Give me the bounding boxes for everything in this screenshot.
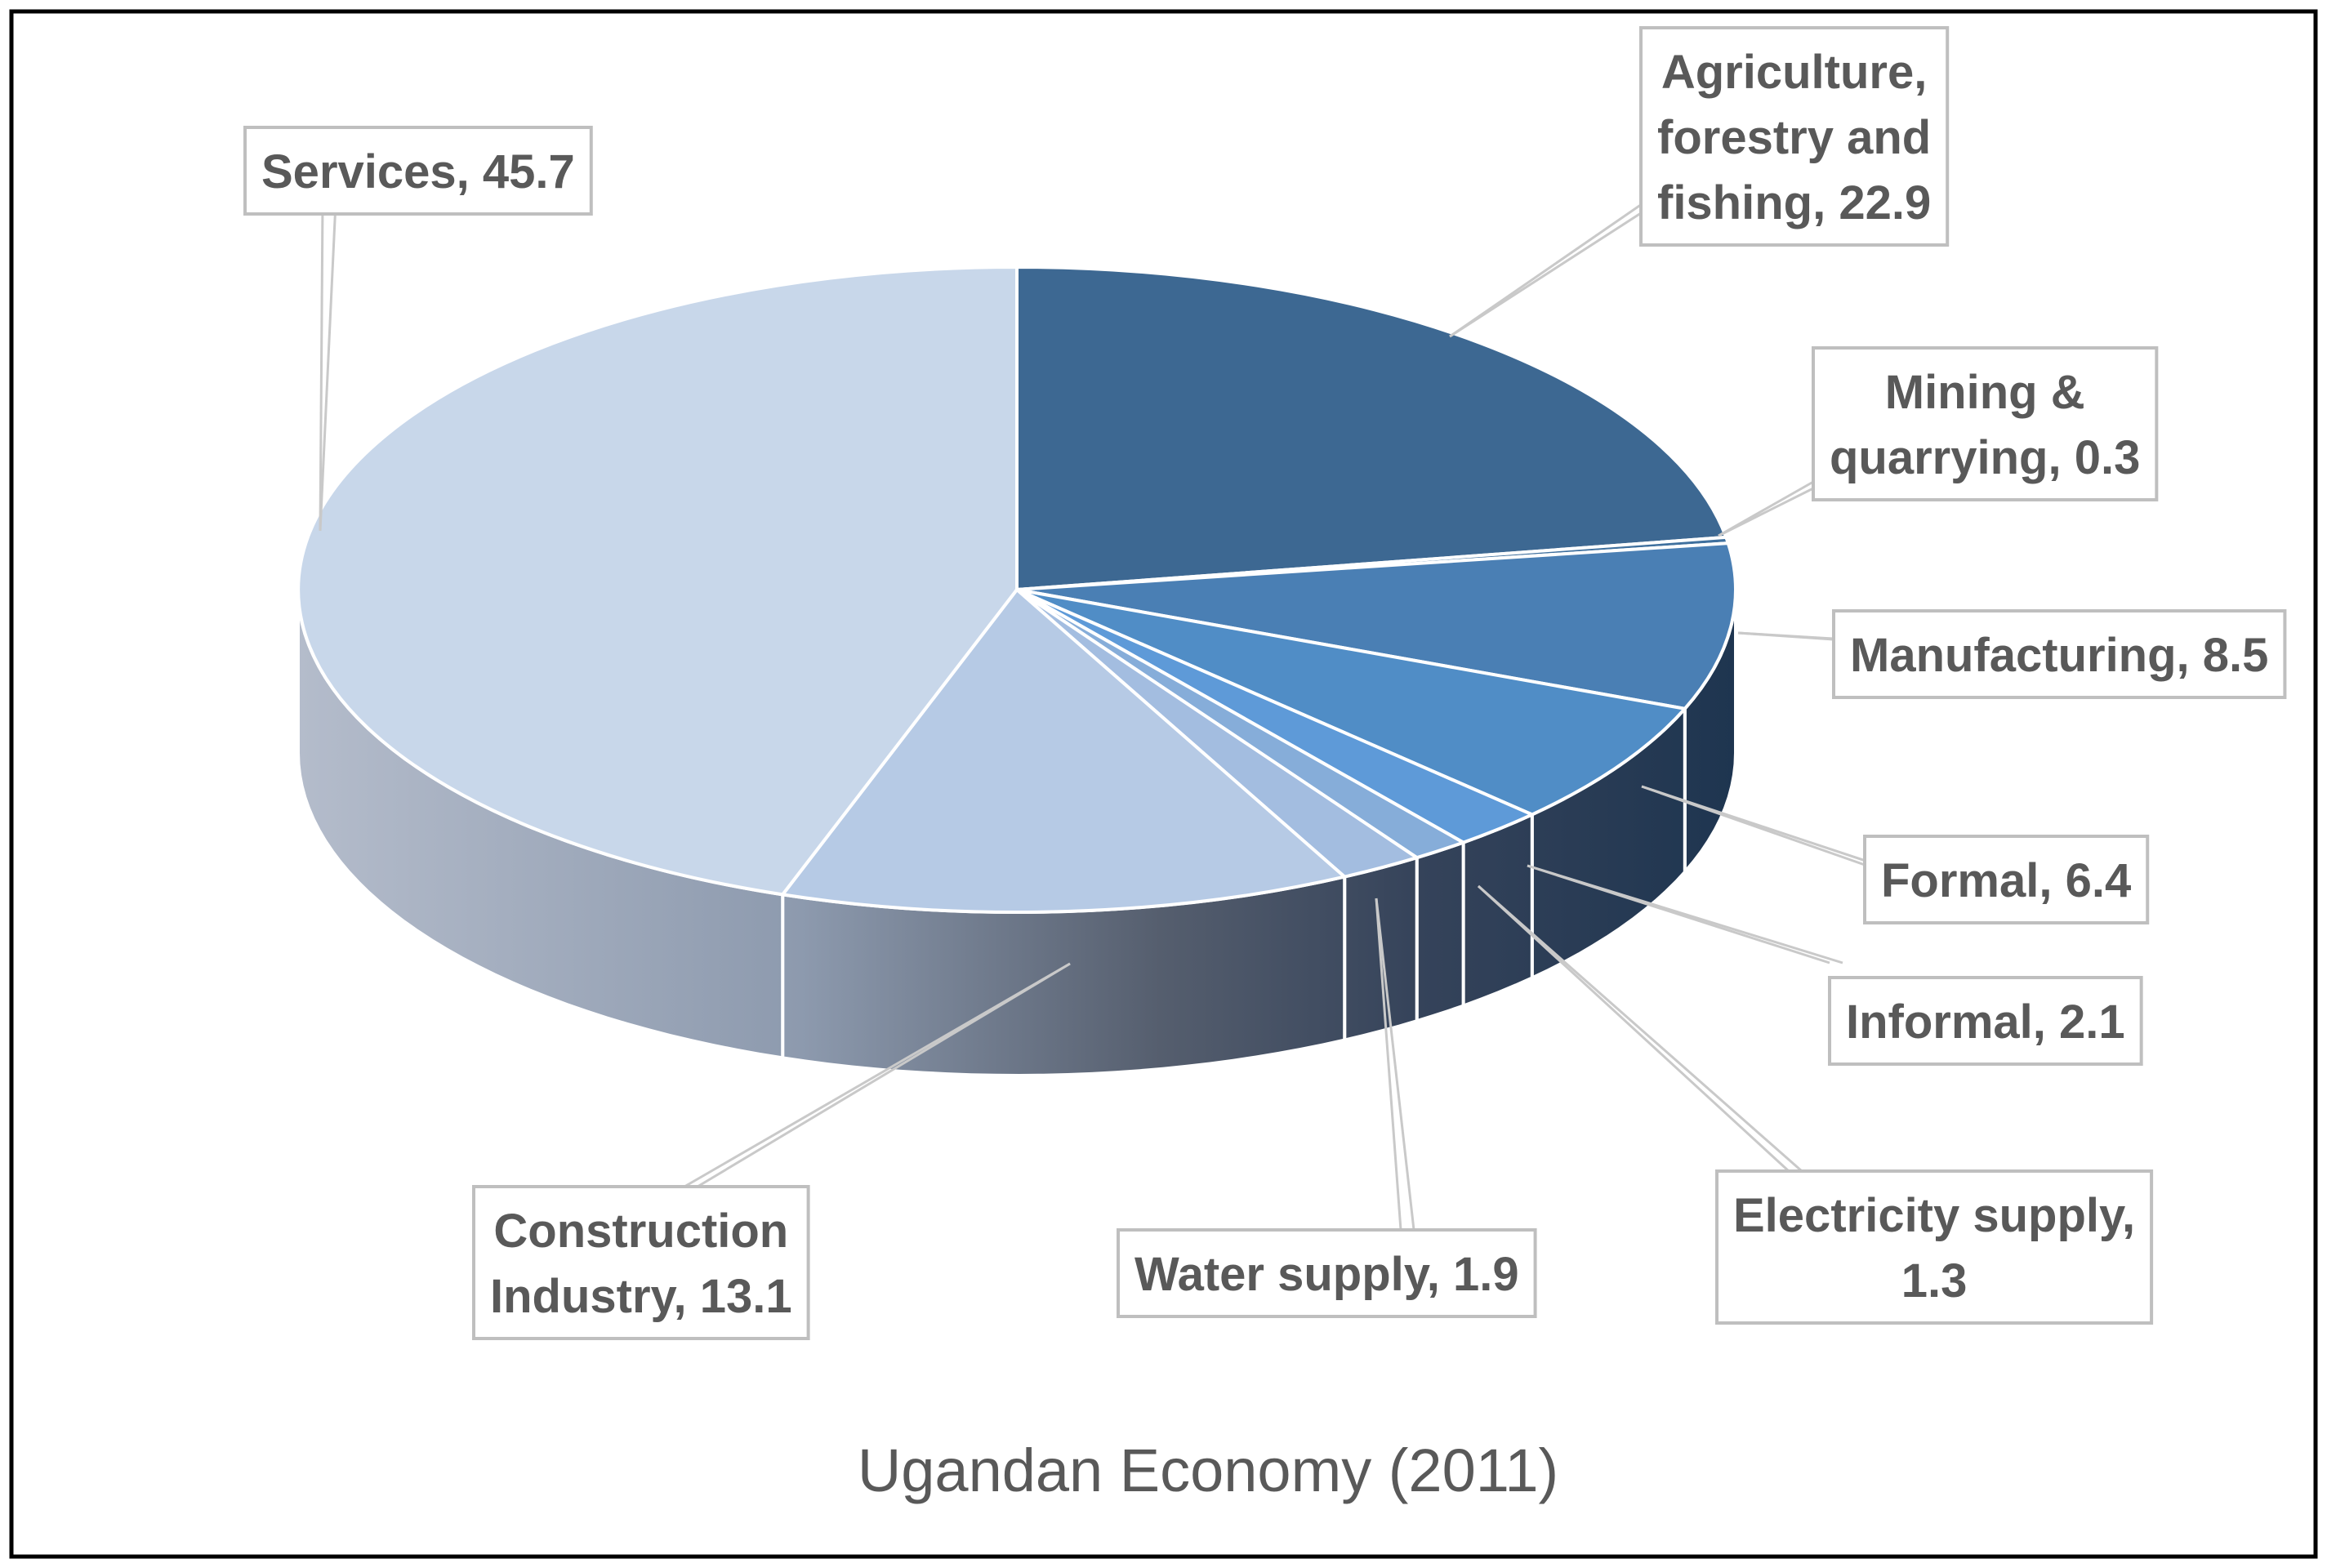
data-label-text-4: Informal, 2.1 (1846, 996, 2125, 1049)
data-label-text-7: Construction Industry, 13.1 (490, 1205, 792, 1323)
data-label-1: Mining & quarrying, 0.3 (1812, 346, 2159, 501)
leader-line-8 (319, 202, 324, 532)
data-label-box-2 (1832, 609, 2287, 699)
data-label-7: Construction Industry, 13.1 (472, 1185, 810, 1340)
data-label-6: Water supply, 1.9 (1117, 1228, 1537, 1318)
data-label-text-5: Electricity supply, 1.3 (1733, 1189, 2135, 1307)
data-label-line: Electricity supply, (1733, 1189, 2135, 1242)
data-label-4: Informal, 2.1 (1828, 976, 2143, 1066)
pie-sides (296, 588, 1737, 1077)
data-label-line: Water supply, 1.9 (1135, 1248, 1519, 1301)
pie-side-4 (1461, 813, 1534, 1008)
data-label-text-3: Formal, 6.4 (1881, 854, 2131, 907)
pie-slice-0 (1015, 265, 1728, 591)
leader-line-6 (1375, 898, 1402, 1231)
data-label-box-1 (1812, 346, 2159, 501)
data-label-text-6: Water supply, 1.9 (1135, 1248, 1519, 1301)
pie-slice-8 (296, 265, 1019, 897)
leader-line-8 (319, 202, 337, 532)
data-label-line: forestry and (1657, 111, 1931, 164)
data-label-line: fishing, 22.9 (1657, 176, 1931, 229)
pie-slice-3 (1015, 588, 1687, 817)
data-label-text-0: Agriculture, forestry and fishing, 22.9 (1657, 46, 1931, 229)
data-labels: Agriculture, forestry and fishing, 22.9 Min… (243, 26, 2287, 1340)
leader-line-3 (1641, 785, 1879, 866)
chart-title: Ugandan Economy (2011) (858, 1437, 1558, 1504)
leader-line-4 (1527, 864, 1843, 964)
leader-lines (319, 202, 1879, 1231)
leader-line-5 (1477, 884, 1790, 1173)
data-label-0: Agriculture, forestry and fishing, 22.9 (1639, 26, 1950, 247)
data-label-text-8: Services, 45.7 (261, 145, 575, 198)
leader-line-1 (1718, 480, 1827, 537)
data-label-box-6 (1117, 1228, 1537, 1318)
data-label-line: 1.3 (1901, 1254, 1968, 1307)
pie-slice-2 (1015, 541, 1737, 710)
leader-line-0 (1449, 203, 1656, 338)
data-label-3: Formal, 6.4 (1863, 835, 2150, 924)
leader-line-6 (1375, 898, 1415, 1231)
data-label-line: Agriculture, (1661, 46, 1928, 99)
data-label-line: Construction (493, 1205, 788, 1258)
data-label-line: Formal, 6.4 (1881, 854, 2131, 907)
data-label-box-7 (472, 1185, 810, 1340)
leader-line-2 (1737, 631, 1848, 641)
data-label-box-8 (243, 126, 593, 216)
data-label-5: Electricity supply, 1.3 (1715, 1169, 2154, 1325)
pie-side-5 (1415, 840, 1465, 1023)
data-label-text-1: Mining & quarrying, 0.3 (1830, 366, 2140, 484)
data-label-text-2: Manufacturing, 8.5 (1850, 629, 2268, 682)
leader-line-7 (697, 962, 1071, 1188)
data-label-2: Manufacturing, 8.5 (1832, 609, 2287, 699)
pie-tops (296, 265, 1737, 914)
data-label-line: Manufacturing, 8.5 (1850, 629, 2268, 682)
data-label-box-0 (1639, 26, 1950, 247)
data-label-line: Informal, 2.1 (1846, 996, 2125, 1049)
data-label-line: quarrying, 0.3 (1830, 431, 2140, 484)
data-label-8: Services, 45.7 (243, 126, 593, 216)
data-label-line: Industry, 13.1 (490, 1270, 792, 1323)
data-label-line: Mining & (1885, 366, 2085, 419)
data-label-box-3 (1863, 835, 2150, 924)
data-label-line: Services, 45.7 (261, 145, 575, 198)
data-label-box-4 (1828, 976, 2143, 1066)
leader-line-5 (1478, 884, 1803, 1173)
data-label-box-5 (1715, 1169, 2154, 1325)
pie-slice-7 (781, 588, 1347, 914)
